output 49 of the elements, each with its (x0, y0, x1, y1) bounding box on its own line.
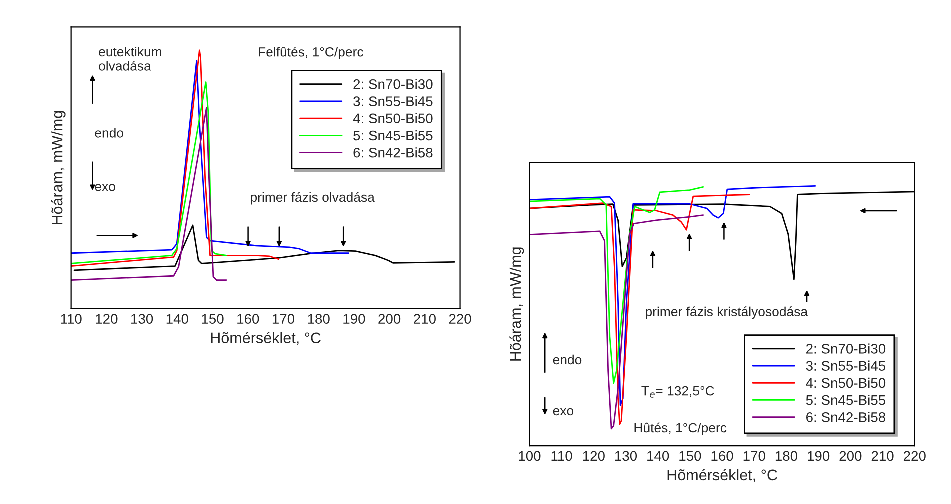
x-tick-label: 160 (712, 451, 734, 462)
x-tick-label: 180 (308, 314, 330, 324)
annotation: endo (95, 128, 124, 138)
annotation: T$_{e}$= 132,5°C (642, 386, 714, 398)
annotation: exo (553, 408, 574, 416)
x-axis-title: Hõmérséklet, °C (211, 332, 321, 346)
x-tick-label: 110 (61, 314, 82, 324)
x-axis-title: Hõmérséklet, °C (668, 469, 778, 482)
legend-label: 6: Sn42-Bi58 (806, 412, 886, 422)
legend-label: 6: Sn42-Bi58 (354, 148, 433, 158)
legend-label: 2: Sn70-Bi30 (354, 79, 433, 90)
x-tick-label: 220 (904, 451, 926, 462)
x-tick-label: 140 (648, 451, 670, 462)
x-tick-label: 150 (202, 314, 224, 324)
x-tick-label: 110 (552, 451, 572, 462)
x-tick-label: 190 (808, 451, 830, 462)
annotation: Felfûtés, 1°C/perc (259, 46, 364, 60)
annotation: primer fázis olvadása (251, 192, 375, 205)
y-axis-title: Hõáram, mW/mg (51, 111, 66, 225)
x-tick-label: 120 (583, 451, 605, 462)
x-tick-label: 150 (680, 451, 702, 462)
x-tick-label: 140 (166, 314, 188, 324)
annotation: exo (95, 184, 116, 192)
x-tick-label: 210 (414, 314, 436, 324)
legend-label: 5: Sn45-Bi55 (806, 395, 886, 406)
legend-label: 3: Sn55-Bi45 (354, 96, 433, 106)
x-tick-label: 190 (344, 314, 366, 324)
legend-label: 4: Sn50-Bi50 (806, 378, 886, 388)
x-tick-label: 160 (238, 314, 260, 324)
legend-label: 4: Sn50-Bi50 (353, 113, 433, 124)
x-tick-label: 220 (449, 314, 472, 324)
x-tick-label: 170 (272, 314, 295, 324)
x-tick-label: 180 (776, 451, 798, 462)
annotation: eutektikum olvadása (99, 46, 162, 71)
x-tick-label: 130 (615, 451, 638, 462)
y-axis-title: Hõáram, mW/mg (510, 248, 524, 361)
x-tick-label: 130 (132, 314, 154, 324)
x-tick-label: 100 (519, 451, 541, 462)
legend-label: 2: Sn70-Bi30 (806, 344, 886, 354)
legend-label: 3: Sn55-Bi45 (806, 360, 886, 372)
x-tick-label: 120 (96, 314, 118, 324)
annotation: primer fázis kristályosodása (646, 306, 808, 320)
x-tick-label: 200 (378, 314, 401, 324)
legend-label: 5: Sn45-Bi55 (354, 130, 433, 141)
annotation: endo (553, 354, 582, 365)
x-tick-label: 170 (744, 451, 766, 462)
x-tick-label: 210 (872, 451, 894, 462)
annotation: Hûtés, 1°C/perc (634, 422, 727, 436)
x-tick-label: 200 (840, 451, 862, 462)
